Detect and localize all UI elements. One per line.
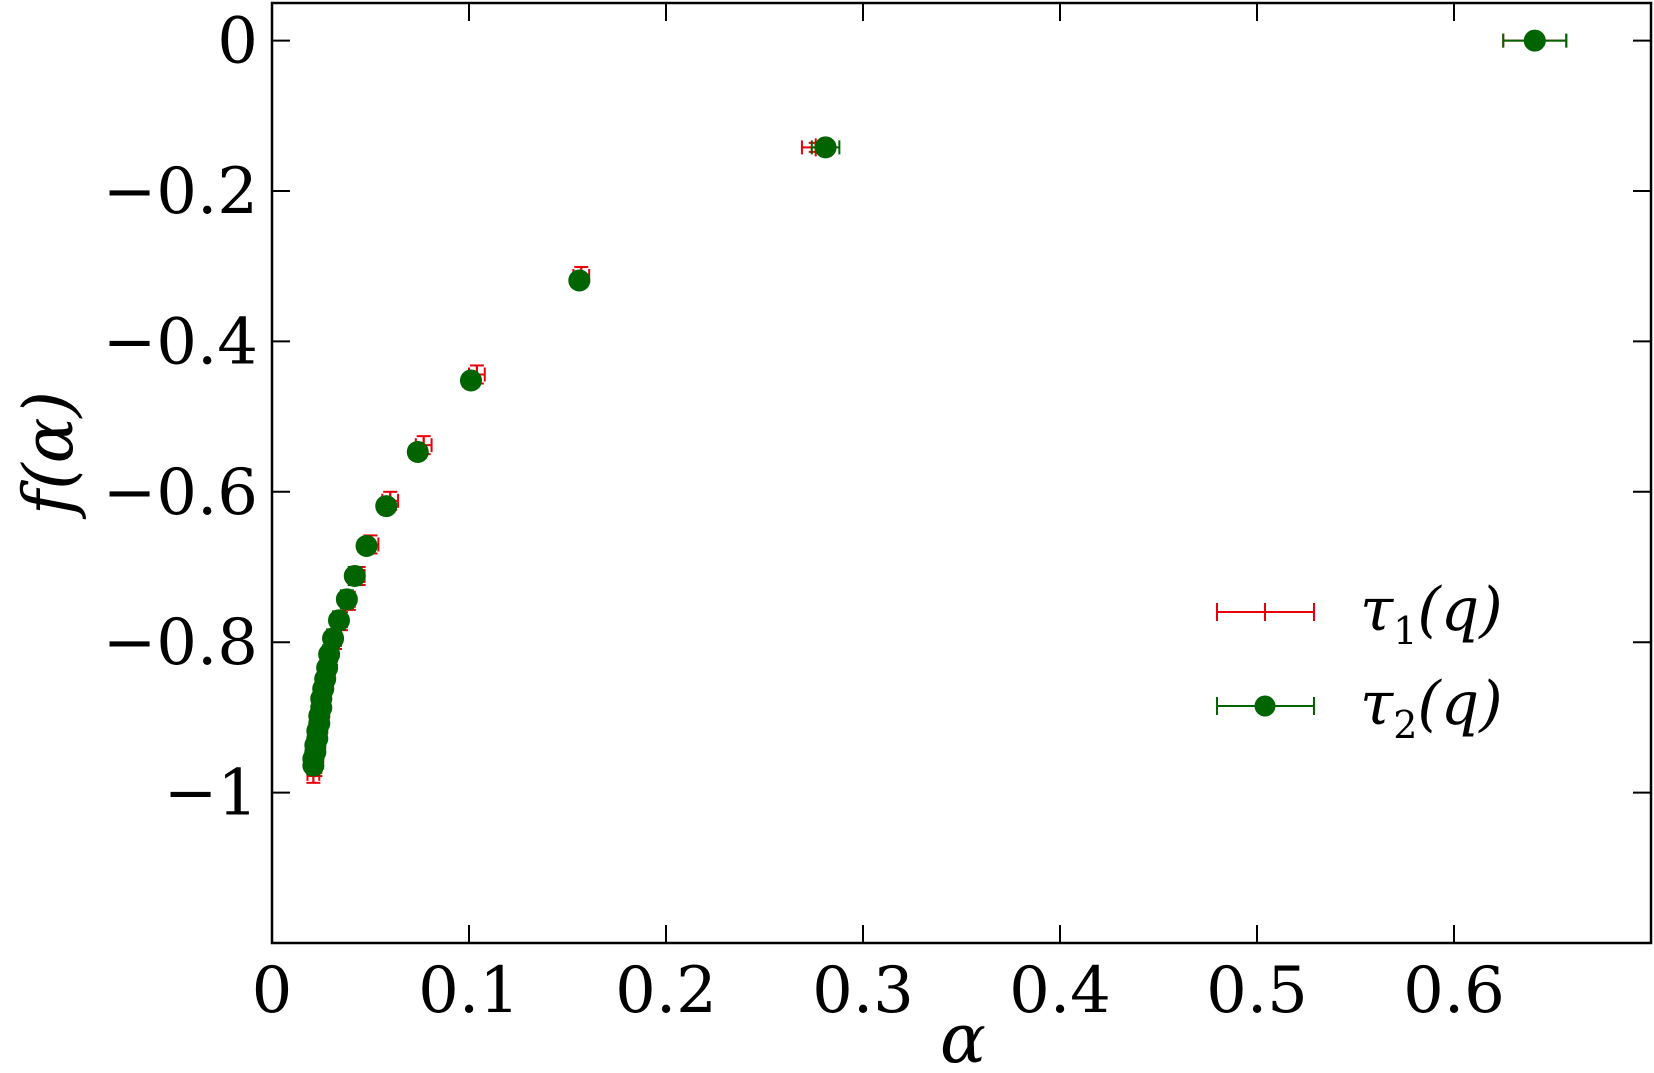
- data-marker: [343, 565, 366, 588]
- data-point: [302, 754, 325, 777]
- data-series: [302, 29, 1568, 784]
- plot-frame: [270, 1, 1653, 945]
- y-axis-title: f(α): [10, 391, 89, 520]
- data-marker: [459, 369, 482, 392]
- legend-label-tail: (q): [1417, 669, 1502, 739]
- legend-marker: [1254, 695, 1276, 717]
- data-point: [355, 534, 378, 557]
- data-marker: [302, 754, 325, 777]
- data-marker: [375, 495, 398, 518]
- series-2: [302, 29, 1568, 777]
- x-axis-title: α: [940, 1000, 986, 1073]
- data-point: [1502, 29, 1568, 52]
- data-point: [459, 369, 482, 392]
- data-point: [810, 136, 841, 159]
- data-point: [343, 565, 366, 588]
- data-point: [375, 495, 398, 518]
- x-tick-label: 0.6: [1403, 954, 1505, 1028]
- x-tick-label: 0.2: [615, 954, 717, 1028]
- legend-label-main: τ: [1360, 575, 1394, 645]
- data-marker: [814, 136, 837, 159]
- legend-label-main: τ: [1360, 669, 1394, 739]
- data-point: [335, 588, 358, 611]
- legend-item-1: τ1(q): [1216, 575, 1503, 653]
- data-point: [568, 269, 591, 292]
- legend-item-2: τ2(q): [1216, 669, 1503, 747]
- data-marker: [406, 440, 429, 463]
- x-tick-label: 0.4: [1009, 954, 1111, 1028]
- y-tick-label: −1: [164, 757, 258, 831]
- legend-label: τ1(q): [1360, 575, 1503, 653]
- y-tick-label: −0.2: [103, 155, 258, 229]
- x-tick-label: 0.1: [418, 954, 520, 1028]
- legend: τ1(q)τ2(q): [1216, 575, 1503, 747]
- legend-label-sub: 1: [1393, 609, 1417, 653]
- data-point: [406, 440, 429, 463]
- legend-label-sub: 2: [1393, 703, 1417, 747]
- data-marker: [355, 534, 378, 557]
- legend-label-tail: (q): [1417, 575, 1502, 645]
- y-tick-label: −0.4: [103, 305, 258, 379]
- y-axis: 0 −0.2 −0.4 −0.6 −0.8 −1: [103, 5, 1651, 831]
- y-tick-label: −0.6: [103, 456, 258, 530]
- x-tick-label: 0.5: [1206, 954, 1308, 1028]
- legend-label: τ2(q): [1360, 669, 1503, 747]
- data-marker: [1523, 29, 1546, 52]
- y-tick-label: −0.8: [103, 606, 258, 680]
- y-tick-label: 0: [217, 5, 258, 79]
- data-marker: [335, 588, 358, 611]
- data-marker: [568, 269, 591, 292]
- x-tick-label: 0: [252, 954, 293, 1028]
- x-tick-label: 0.3: [812, 954, 914, 1028]
- x-axis: 0 0.1 0.2 0.3 0.4 0.5 0.6: [252, 3, 1505, 1028]
